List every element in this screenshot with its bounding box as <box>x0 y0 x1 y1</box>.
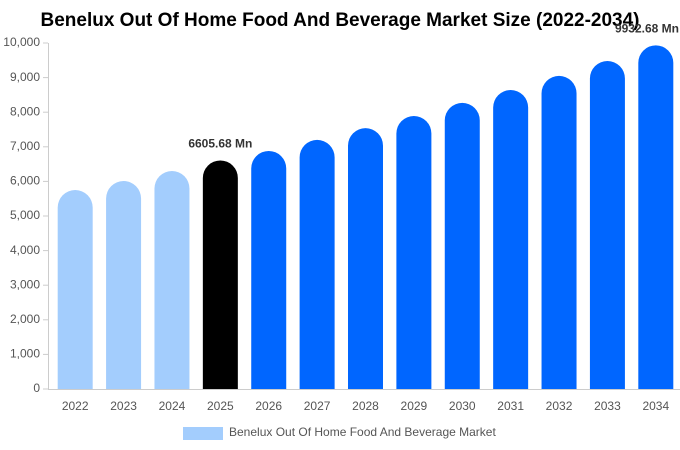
y-tick-label: 8,000 <box>10 104 40 118</box>
x-tick-label: 2024 <box>159 399 186 413</box>
legend-swatch <box>183 427 223 440</box>
x-tick-label: 2032 <box>546 399 573 413</box>
bar <box>57 190 93 389</box>
bar <box>348 128 383 389</box>
x-tick-label: 2025 <box>207 399 234 413</box>
x-tick-label: 2031 <box>497 399 524 413</box>
x-tick-label: 2027 <box>304 399 331 413</box>
bar <box>589 60 625 389</box>
y-tick-label: 5,000 <box>10 208 40 222</box>
y-tick-label: 0 <box>33 381 40 395</box>
x-tick-label: 2030 <box>449 399 476 413</box>
bar <box>493 90 529 390</box>
x-tick-label: 2022 <box>62 399 89 413</box>
x-tick-label: 2028 <box>352 399 379 413</box>
x-tick-label: 2023 <box>110 399 137 413</box>
y-tick-label: 9,000 <box>10 70 40 84</box>
y-tick-label: 6,000 <box>10 174 40 188</box>
data-label: 9932.68 Mn <box>615 22 679 36</box>
bar <box>202 160 238 389</box>
bar <box>541 75 577 389</box>
y-tick-label: 4,000 <box>10 243 40 257</box>
bar <box>251 150 287 389</box>
chart-title: Benelux Out Of Home Food And Beverage Ma… <box>40 10 639 31</box>
data-label: 6605.68 Mn <box>188 137 252 151</box>
bar <box>154 171 190 389</box>
y-tick-label: 1,000 <box>10 347 40 361</box>
bar <box>444 102 480 389</box>
x-tick-label: 2034 <box>642 399 669 413</box>
bar <box>396 116 432 389</box>
legend-label: Benelux Out Of Home Food And Beverage Ma… <box>229 425 496 439</box>
bar <box>299 139 335 389</box>
bar <box>638 45 674 389</box>
y-tick-label: 7,000 <box>10 139 40 153</box>
y-tick-label: 10,000 <box>3 35 40 49</box>
y-tick-label: 3,000 <box>10 277 40 291</box>
y-tick-label: 2,000 <box>10 312 40 326</box>
x-tick-label: 2033 <box>594 399 621 413</box>
x-tick-label: 2029 <box>401 399 428 413</box>
x-tick-label: 2026 <box>255 399 282 413</box>
bar <box>106 181 142 389</box>
